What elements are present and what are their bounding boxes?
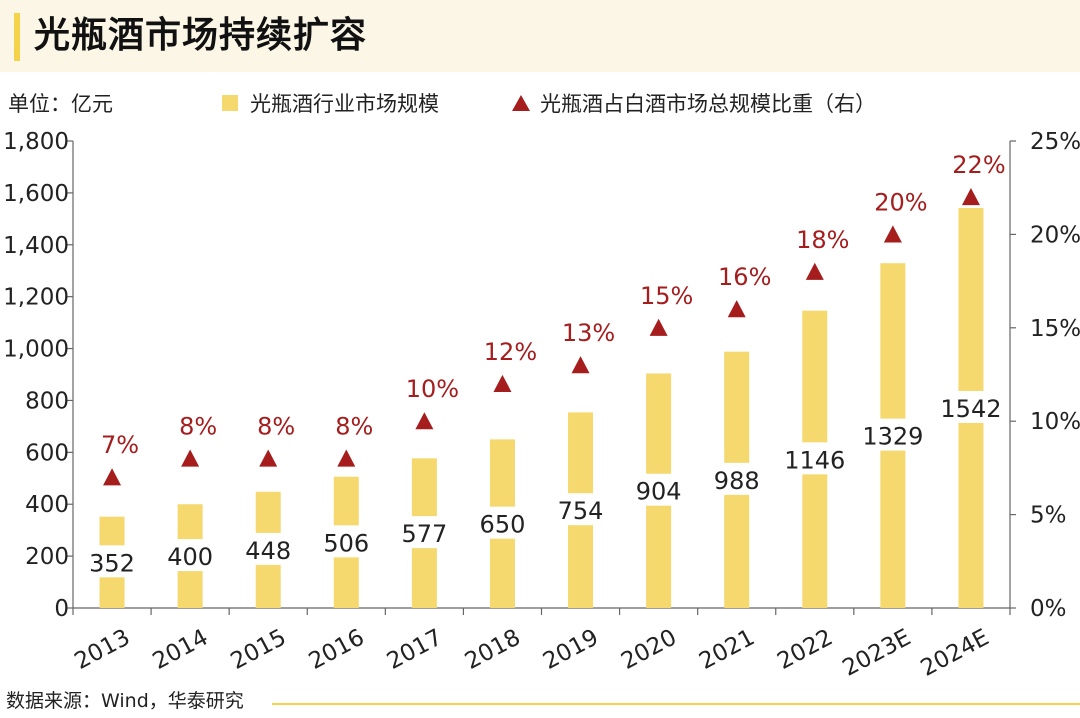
bar-value-label: 754 (558, 497, 604, 525)
x-tick-label: 2021 (695, 624, 759, 674)
share-value-label: 22% (952, 151, 1005, 179)
share-marker (961, 188, 980, 206)
share-value-label: 12% (484, 338, 537, 366)
x-tick-label: 2014 (149, 624, 213, 674)
share-value-label: 13% (562, 319, 615, 347)
share-value-label: 20% (874, 188, 927, 216)
bar-value-label: 1542 (940, 395, 1001, 423)
legend-bar-swatch (222, 95, 238, 111)
bar-value-label: 988 (714, 467, 760, 495)
share-marker (493, 374, 512, 392)
bar-value-label-bg (400, 516, 449, 549)
legend-item-bar: 光瓶酒行业市场规模 (222, 88, 439, 118)
share-value-label: 8% (335, 413, 373, 441)
legend-bar-label: 光瓶酒行业市场规模 (250, 92, 439, 116)
share-value-label: 15% (640, 282, 693, 310)
y-right-tick-label: 10% (1030, 409, 1080, 435)
title-accent-bar (14, 13, 20, 61)
y-right-tick-label: 0% (1030, 596, 1067, 622)
bar-value-label-bg (244, 532, 293, 565)
y-left-tick-label: 1,000 (3, 337, 69, 363)
x-tick-label: 2024E (917, 624, 994, 681)
x-tick-label: 2022 (773, 624, 837, 674)
title-band: 光瓶酒市场持续扩容 (0, 0, 1080, 72)
share-marker (103, 468, 122, 486)
y-right-tick-label: 15% (1030, 316, 1080, 342)
y-right-tick-label: 5% (1030, 503, 1067, 529)
x-tick-label: 2023E (838, 624, 915, 681)
source-note: 数据来源：Wind，华泰研究 (6, 690, 244, 712)
share-marker (649, 318, 668, 336)
x-tick-label: 2018 (461, 624, 525, 674)
x-tick-label: 2015 (227, 624, 291, 674)
bar-value-label-bg (712, 462, 761, 495)
legend-triangle-swatch (512, 95, 530, 111)
bar-value-label: 1146 (784, 446, 845, 474)
legend-item-share: 光瓶酒占白酒市场总规模比重（右） (512, 88, 876, 118)
y-left-tick-label: 1,400 (3, 233, 69, 259)
share-value-label: 8% (257, 413, 295, 441)
legend-share-label: 光瓶酒占白酒市场总规模比重（右） (540, 92, 876, 116)
share-marker (337, 449, 356, 467)
y-left-tick-label: 1,600 (3, 181, 69, 207)
x-tick-label: 2019 (539, 624, 603, 674)
share-marker (883, 225, 902, 243)
y-left-tick-label: 1,200 (3, 285, 69, 311)
bar-value-label-bg (939, 390, 1002, 423)
bar-value-label-bg (634, 473, 683, 506)
y-left-tick-label: 0 (54, 596, 69, 622)
x-tick-label: 2016 (305, 624, 369, 674)
share-marker (805, 262, 824, 280)
share-marker (727, 300, 746, 318)
bar-value-label: 1329 (862, 423, 923, 451)
bar-value-label-bg (783, 442, 846, 475)
y-left-tick-label: 200 (25, 544, 69, 570)
x-tick-label: 2013 (70, 624, 134, 674)
bar-value-label: 352 (89, 549, 135, 577)
bar-value-label: 448 (245, 537, 291, 565)
share-value-label: 7% (101, 431, 139, 459)
bar-value-label: 577 (401, 520, 447, 548)
unit-label: 单位：亿元 (8, 92, 113, 116)
y-right-tick-label: 25% (1030, 129, 1080, 155)
bar-value-label: 650 (480, 511, 526, 539)
bar-value-label-bg (556, 493, 605, 526)
share-value-label: 10% (406, 375, 459, 403)
bar-value-label-bg (322, 525, 371, 558)
source-divider (272, 703, 1080, 705)
y-right-tick-label: 20% (1030, 222, 1080, 248)
y-left-tick-label: 1,800 (3, 129, 69, 155)
bar-value-label: 506 (323, 529, 369, 557)
y-left-tick-label: 800 (25, 388, 69, 414)
x-tick-label: 2020 (617, 624, 681, 674)
share-marker (181, 449, 200, 467)
share-value-label: 8% (179, 413, 217, 441)
share-marker (415, 412, 434, 430)
bar-value-label-bg (88, 545, 137, 578)
x-tick-label: 2017 (383, 624, 447, 674)
bar-value-label-bg (861, 418, 924, 451)
bar-value-label-bg (478, 506, 527, 539)
y-left-tick-label: 400 (25, 492, 69, 518)
share-marker (259, 449, 278, 467)
bar-value-label: 904 (636, 478, 682, 506)
share-value-label: 18% (796, 226, 849, 254)
share-value-label: 16% (718, 263, 771, 291)
page-title: 光瓶酒市场持续扩容 (34, 15, 368, 56)
share-marker (571, 356, 590, 374)
bar-value-label-bg (166, 539, 215, 572)
y-left-tick-label: 600 (25, 440, 69, 466)
bar-value-label: 400 (167, 543, 213, 571)
